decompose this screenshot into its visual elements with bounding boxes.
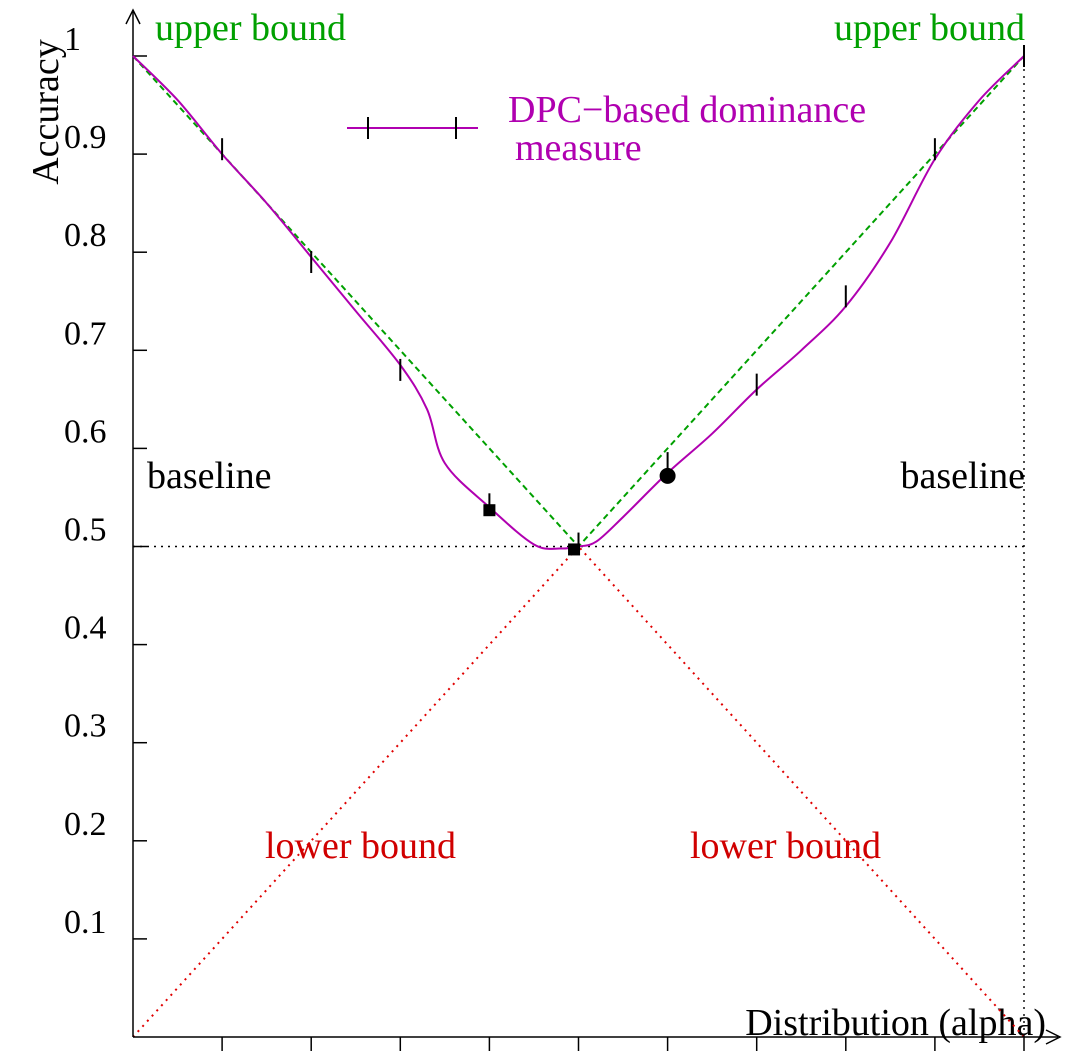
lower-bound-label-left: lower bound [265, 825, 456, 867]
y-tick-label: 0.3 [64, 708, 107, 745]
square-marker [483, 504, 496, 517]
x-tick-label: 0.9 [914, 1046, 957, 1051]
x-axis-arrowhead [1045, 1029, 1062, 1045]
y-tick-label: 1 [64, 21, 81, 58]
y-tick-label: 0.6 [64, 413, 107, 450]
y-tick-label: 0.5 [64, 512, 107, 549]
square-marker [568, 543, 581, 556]
x-tick-label: 1 [1016, 1046, 1033, 1051]
lower-bound-label-right: lower bound [690, 825, 881, 867]
lower-bound-line [132, 545, 1025, 1038]
y-axis-title: Accuracy [25, 39, 67, 185]
upper-bound-label-left: upper bound [155, 7, 346, 49]
y-tick-label: 0.7 [64, 315, 107, 352]
x-tick-label: 0.8 [825, 1046, 868, 1051]
y-tick-label: 0.1 [64, 904, 107, 941]
upper-bound-label-right: upper bound [834, 7, 1025, 49]
x-tick-label: 0.2 [290, 1046, 333, 1051]
x-tick-label: 0.1 [201, 1046, 244, 1051]
markers [221, 45, 1025, 556]
ticks: 0.1 0.2 0.3 0.4 0.5 0.6 0.7 0.8 0.9 1 0.1 0.2 0.3 0.4… [64, 21, 1033, 1051]
legend-label-line1: DPC−based dominance [508, 89, 866, 131]
y-tick-label: 0.8 [64, 217, 107, 254]
x-tick-label: 0.3 [379, 1046, 422, 1051]
legend: DPC−based dominance measure [347, 89, 866, 169]
x-tick-label: 0.5 [557, 1046, 600, 1051]
x-tick-label: 0.6 [646, 1046, 689, 1051]
x-tick-label: 0.4 [468, 1046, 511, 1051]
x-tick-label: 0.7 [735, 1046, 778, 1051]
y-tick-label: 0.4 [64, 610, 107, 647]
circle-marker [659, 467, 676, 484]
baseline-label-right: baseline [900, 455, 1025, 497]
y-tick-label: 0.2 [64, 806, 107, 843]
axes [125, 8, 1062, 1045]
baseline-label-left: baseline [147, 455, 272, 497]
y-axis-arrowhead [125, 8, 141, 25]
legend-label-line2: measure [515, 127, 642, 169]
y-tick-label: 0.9 [64, 119, 107, 156]
